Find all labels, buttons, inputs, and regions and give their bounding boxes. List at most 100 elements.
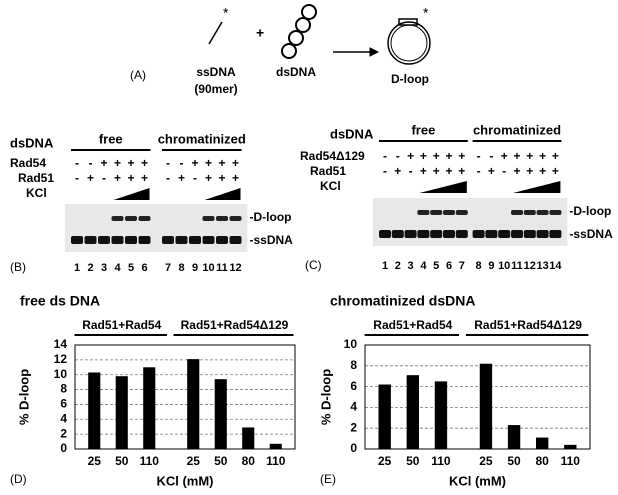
band-dloop	[511, 210, 523, 215]
y-tick-label: 6	[350, 379, 357, 393]
group-label: chromatinized	[473, 122, 561, 137]
row-label: KCl	[320, 179, 341, 193]
nucleosome	[281, 43, 297, 59]
band-dloop	[430, 210, 443, 215]
ssdna-label: ssDNA	[196, 65, 236, 79]
dloop-label: D-loop	[391, 72, 429, 86]
arrowhead	[369, 47, 380, 57]
band-ssdna	[485, 230, 498, 238]
bar	[143, 367, 156, 449]
sign: -	[396, 149, 400, 163]
bar	[88, 372, 101, 449]
y-tick-label: 10	[54, 367, 68, 381]
y-tick-label: 10	[344, 337, 358, 351]
sign: +	[420, 164, 427, 178]
y-tick-label: 14	[54, 337, 68, 351]
sign: +	[488, 164, 495, 178]
lane-number: 2	[395, 260, 401, 272]
sign: +	[513, 149, 520, 163]
band-ssdna	[229, 236, 242, 244]
sign: -	[102, 171, 106, 185]
bar	[479, 363, 493, 449]
band-dloop	[443, 210, 455, 215]
star: *	[423, 5, 429, 21]
lane-number: 12	[524, 260, 536, 272]
y-tick-label: 2	[350, 420, 357, 434]
x-tick-label: 110	[140, 454, 160, 468]
band-label: -D-loop	[569, 204, 611, 218]
band-ssdna	[125, 236, 137, 244]
group-label: free	[411, 122, 435, 137]
band-ssdna	[391, 230, 404, 238]
sign: -	[477, 149, 481, 163]
sign: +	[458, 164, 465, 178]
nucleosome	[288, 30, 304, 46]
lane-number: 4	[114, 262, 121, 274]
lane-number: 4	[420, 260, 427, 272]
dloop-circle	[390, 24, 428, 62]
x-axis-label: KCl (mM)	[156, 473, 213, 488]
band-ssdna	[379, 230, 391, 238]
sign: +	[114, 156, 121, 170]
lane-number: 1	[74, 262, 80, 274]
sign: +	[141, 156, 148, 170]
sign: -	[193, 171, 197, 185]
sign: +	[205, 156, 212, 170]
sign: -	[383, 164, 387, 178]
band-label: -ssDNA	[250, 233, 294, 247]
lane-number: 10	[202, 262, 214, 274]
x-tick-label: 25	[187, 454, 201, 468]
x-tick-label: 25	[479, 454, 493, 468]
sign: +	[445, 149, 452, 163]
plot-frame	[364, 344, 591, 450]
band-dloop	[455, 210, 468, 215]
sign: +	[420, 149, 427, 163]
sign: +	[501, 149, 508, 163]
y-tick-label: 4	[350, 400, 357, 414]
x-tick-label: 80	[242, 454, 256, 468]
x-tick-label: 110	[266, 454, 286, 468]
sign: +	[218, 171, 225, 185]
band-ssdna	[189, 236, 201, 244]
lane-number: 6	[446, 260, 452, 272]
lane-number: 11	[216, 262, 228, 274]
band-ssdna	[98, 236, 110, 244]
bar	[242, 427, 255, 449]
nucleosome	[301, 4, 317, 20]
x-tick-label: 50	[115, 454, 129, 468]
y-tick-label: 6	[60, 397, 67, 411]
sign: -	[502, 164, 506, 178]
x-tick-label: 50	[507, 454, 521, 468]
sign: -	[409, 164, 413, 178]
x-tick-label: 50	[214, 454, 228, 468]
sign: +	[458, 149, 465, 163]
band-dloop	[417, 210, 430, 215]
plot-frame	[74, 344, 296, 450]
ssdna-length: (90mer)	[194, 82, 237, 96]
group-label: chromatinized	[158, 131, 246, 146]
sign: +	[433, 149, 440, 163]
y-tick-label: 8	[60, 382, 67, 396]
gel	[65, 204, 248, 252]
bar	[378, 384, 391, 449]
band-ssdna	[455, 230, 468, 238]
x-axis-label: KCl (mM)	[449, 473, 506, 488]
band-dloop	[536, 210, 549, 215]
group-label: Rad51+Rad54Δ129	[181, 318, 289, 332]
sign: +	[87, 171, 94, 185]
y-tick-label: 4	[60, 411, 67, 425]
ssdna-line	[208, 21, 223, 45]
sign: +	[114, 171, 121, 185]
bar	[564, 444, 577, 449]
y-axis-label: % D-loop	[318, 369, 333, 425]
bar	[536, 437, 549, 449]
lane-number: 14	[549, 260, 562, 272]
panel-label: (C)	[305, 258, 322, 272]
x-tick-label: 110	[431, 454, 451, 468]
row-label: Rad51	[310, 164, 346, 178]
lane-number: 13	[536, 260, 548, 272]
bar	[214, 379, 227, 449]
lane-number: 8	[178, 262, 184, 274]
sign: +	[178, 171, 185, 185]
lane-number: 12	[229, 262, 241, 274]
